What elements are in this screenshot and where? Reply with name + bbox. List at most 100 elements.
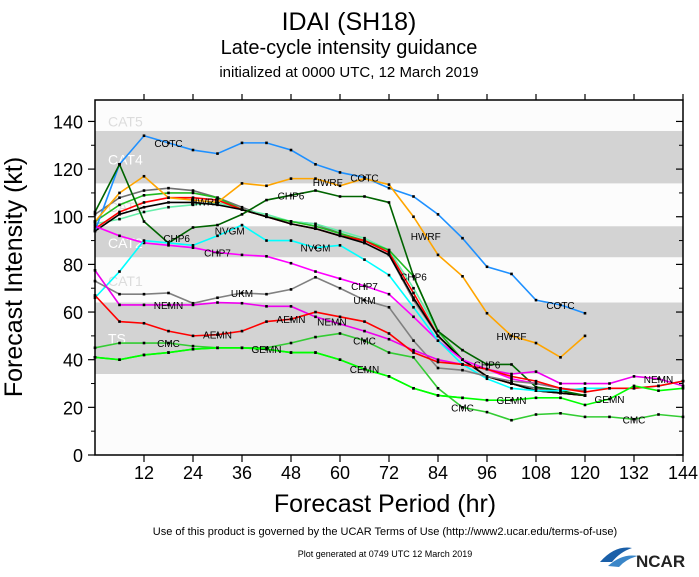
series-point-aemn bbox=[657, 384, 660, 388]
series-label-hwrf: HWRF bbox=[497, 332, 527, 343]
series-label-aemn: AEMN bbox=[277, 315, 306, 326]
series-point-hwrf bbox=[191, 198, 195, 202]
series-point-aemn bbox=[191, 334, 195, 338]
series-point-unlabeled-1 bbox=[167, 205, 170, 209]
series-point-gemn bbox=[608, 397, 611, 401]
series-point-aemn bbox=[632, 386, 636, 390]
series-point-chp7 bbox=[338, 277, 342, 280]
series-label-cmc: CMC bbox=[623, 415, 646, 426]
series-point-hwrf bbox=[314, 177, 317, 180]
series-point-unlabeled-2 bbox=[216, 196, 219, 199]
series-point-nemn bbox=[632, 375, 636, 378]
series-point-nemn bbox=[142, 303, 146, 307]
y-tick-label: 120 bbox=[53, 160, 83, 180]
series-point-unlabeled-1 bbox=[338, 229, 342, 233]
series-point-gemn bbox=[289, 351, 293, 354]
series-point-cmc bbox=[289, 341, 293, 345]
series-label-cemn: CEMN bbox=[350, 365, 379, 376]
series-point-nvgm bbox=[534, 389, 538, 392]
series-point-aemn bbox=[118, 320, 121, 323]
series-point-gemn bbox=[583, 403, 587, 407]
series-point-chp6 bbox=[510, 363, 513, 366]
series-label-cotc: COTC bbox=[546, 301, 574, 312]
x-tick-label: 72 bbox=[379, 463, 399, 483]
series-point-nvgm bbox=[436, 339, 440, 342]
series-point-cotc bbox=[142, 134, 146, 138]
series-point-unlabeled-4 bbox=[436, 334, 440, 338]
series-point-aemn bbox=[216, 333, 219, 336]
series-point-cotc bbox=[461, 236, 464, 240]
series-point-cotc bbox=[510, 272, 513, 276]
chart-title: IDAI (SH18) bbox=[282, 8, 417, 36]
series-point-cmc bbox=[142, 341, 146, 345]
y-tick-label: 40 bbox=[63, 351, 83, 371]
series-point-aemn bbox=[583, 390, 587, 394]
series-point-cotc bbox=[387, 186, 391, 190]
x-tick-label: 12 bbox=[134, 463, 154, 483]
series-point-unlabeled-1 bbox=[363, 236, 366, 240]
series-point-nvgm bbox=[142, 239, 146, 242]
y-tick-label: 100 bbox=[53, 208, 83, 228]
series-label-cmc: CMC bbox=[157, 339, 180, 350]
series-point-chp6 bbox=[387, 201, 391, 204]
series-point-unlabeled-3 bbox=[412, 291, 415, 295]
series-point-cotc bbox=[167, 141, 170, 145]
series-point-chp6 bbox=[216, 223, 219, 227]
ncar-logo-swoosh-icon bbox=[600, 547, 632, 562]
series-point-nemn bbox=[191, 303, 195, 307]
series-point-nemn bbox=[167, 303, 170, 307]
series-point-chp6 bbox=[289, 194, 293, 197]
series-point-gemn bbox=[118, 358, 121, 361]
series-label-hwrf: HWRF bbox=[411, 232, 441, 243]
series-point-gemn bbox=[167, 351, 170, 354]
series-point-chp6 bbox=[363, 195, 366, 198]
series-point-chp6 bbox=[142, 220, 146, 223]
series-point-nvgm bbox=[289, 239, 293, 242]
chart-subtitle: Late-cycle intensity guidance bbox=[221, 37, 478, 59]
series-point-chp6 bbox=[191, 226, 195, 229]
series-point-nvgm bbox=[240, 223, 244, 227]
series-label-cotc: COTC bbox=[350, 173, 378, 184]
series-point-nvgm bbox=[191, 244, 195, 247]
series-label-cmc: CMC bbox=[353, 337, 376, 348]
series-label-ukm: UKM bbox=[231, 289, 253, 300]
x-tick-label: 120 bbox=[570, 463, 600, 483]
series-point-chp7 bbox=[412, 315, 415, 319]
series-point-nvgm bbox=[314, 246, 317, 250]
series-point-unlabeled-4 bbox=[559, 391, 562, 395]
series-point-cotc bbox=[240, 141, 244, 145]
series-point-nvgm bbox=[216, 234, 219, 238]
series-point-chp6 bbox=[265, 198, 268, 202]
series-point-ukm bbox=[191, 301, 195, 305]
series-point-nvgm bbox=[485, 377, 489, 381]
series-point-unlabeled-4 bbox=[191, 201, 195, 204]
series-point-unlabeled-0 bbox=[412, 298, 415, 302]
series-point-nemn bbox=[510, 372, 513, 376]
series-point-unlabeled-4 bbox=[338, 234, 342, 238]
series-point-nvgm bbox=[412, 305, 415, 309]
series-point-cmc bbox=[632, 417, 636, 421]
series-point-cotc bbox=[485, 265, 489, 269]
y-tick-label: 20 bbox=[63, 398, 83, 418]
series-point-unlabeled-1 bbox=[142, 210, 146, 214]
category-label-cat3: CAT3 bbox=[108, 199, 143, 215]
series-point-cotc bbox=[583, 311, 587, 315]
series-point-hwrf bbox=[485, 311, 489, 315]
series-point-gemn bbox=[510, 398, 513, 402]
series-point-unlabeled-2 bbox=[338, 232, 342, 235]
series-point-chp6 bbox=[118, 163, 121, 166]
axis-ticks: 0 20 40 60 80 100 120 140 12 24 36 48 60 72 84 96 108 120… bbox=[53, 94, 698, 483]
series-point-unlabeled-2 bbox=[289, 220, 293, 223]
series-point-chp6 bbox=[583, 394, 587, 397]
series-point-unlabeled-1 bbox=[265, 213, 268, 216]
series-point-chp7 bbox=[240, 253, 244, 257]
series-point-nvgm bbox=[583, 386, 587, 390]
series-point-gemn bbox=[265, 347, 268, 351]
category-label-cat1: CAT1 bbox=[108, 273, 143, 289]
series-point-aemn bbox=[436, 360, 440, 364]
series-point-cmc bbox=[265, 346, 268, 350]
series-point-chp7 bbox=[314, 270, 317, 273]
series-label-hwrf: HWRF bbox=[190, 197, 220, 208]
series-point-unlabeled-0 bbox=[142, 189, 146, 192]
series-point-aemn bbox=[240, 329, 244, 333]
